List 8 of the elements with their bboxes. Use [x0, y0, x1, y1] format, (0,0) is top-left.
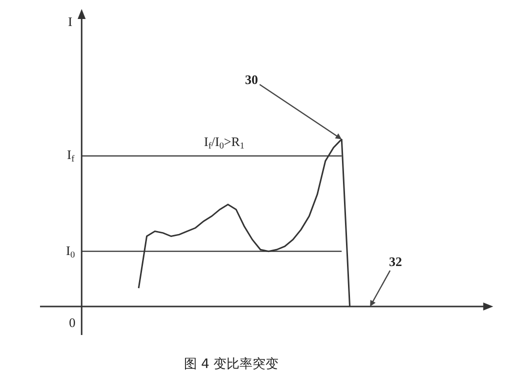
ref-line-label: I$_{f}$ — [67, 147, 76, 164]
ref-line-label: I$_{0}$ — [66, 243, 76, 260]
text: 32 — [389, 254, 402, 269]
text: 30 — [245, 72, 258, 87]
text: I — [68, 14, 72, 29]
text: 0 — [69, 315, 76, 330]
caption: 图 4 变比率突变 — [184, 356, 279, 372]
annotation: I$_{f}$/I$_{0}$>R$_{1}$ — [204, 134, 244, 151]
